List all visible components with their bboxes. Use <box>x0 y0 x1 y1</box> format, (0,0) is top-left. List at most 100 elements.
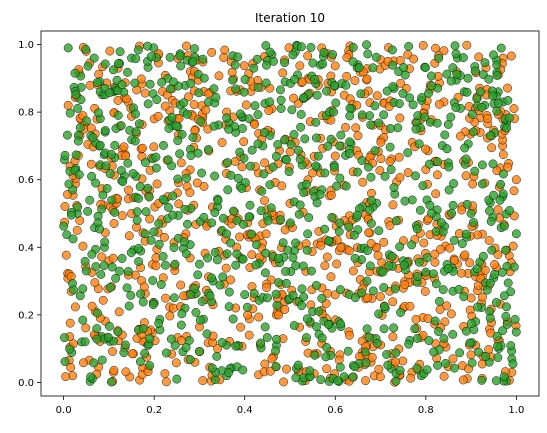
scatter-point <box>463 73 473 83</box>
scatter-point <box>100 59 110 69</box>
scatter-point <box>443 264 453 274</box>
scatter-point <box>370 146 380 156</box>
scatter-point <box>179 237 189 247</box>
scatter-point <box>151 152 161 162</box>
scatter-point <box>311 161 321 171</box>
scatter-point <box>260 359 270 369</box>
scatter-point <box>417 93 427 102</box>
scatter-point <box>151 163 161 173</box>
scatter-point <box>304 213 314 223</box>
scatter-point <box>380 171 390 181</box>
scatter-point <box>126 248 136 258</box>
scatter-point <box>295 61 305 71</box>
x-axis: 0.0 0.2 0.4 0.6 0.8 1.0 <box>56 396 524 416</box>
x-tick-label: 0.0 <box>56 405 72 416</box>
scatter-point <box>181 343 191 352</box>
scatter-point <box>108 253 118 263</box>
scatter-point <box>251 260 261 270</box>
scatter-point <box>86 372 96 382</box>
scatter-point <box>460 250 470 260</box>
scatter-point <box>89 358 99 368</box>
scatter-point <box>358 177 368 187</box>
scatter-point <box>461 154 471 164</box>
scatter-point <box>331 98 341 108</box>
scatter-point <box>342 71 352 81</box>
scatter-point <box>231 341 241 351</box>
y-axis: 0.0 0.2 0.4 0.6 0.8 1.0 <box>18 40 41 389</box>
scatter-point <box>104 321 114 331</box>
scatter-point <box>134 193 143 203</box>
scatter-point <box>335 173 345 183</box>
scatter-point <box>117 254 127 263</box>
scatter-point <box>86 123 96 133</box>
scatter-point <box>477 179 487 189</box>
scatter-point <box>149 227 159 237</box>
scatter-point <box>161 377 171 387</box>
scatter-point <box>263 293 272 303</box>
scatter-point <box>322 252 332 262</box>
scatter-point <box>203 253 213 263</box>
scatter-point <box>205 291 215 301</box>
scatter-point <box>276 95 286 105</box>
scatter-point <box>424 88 433 98</box>
scatter-point <box>313 151 323 161</box>
scatter-point <box>222 113 232 123</box>
scatter-point <box>78 315 88 325</box>
scatter-point <box>468 127 478 137</box>
scatter-point <box>281 278 291 288</box>
scatter-point <box>449 235 459 245</box>
scatter-point <box>107 195 117 205</box>
scatter-point <box>475 87 485 97</box>
scatter-point <box>237 162 247 172</box>
scatter-point <box>180 204 190 214</box>
scatter-point <box>353 167 362 177</box>
scatter-point <box>253 139 263 149</box>
scatter-point <box>297 284 307 294</box>
scatter-point <box>495 195 505 205</box>
scatter-point <box>210 247 220 257</box>
scatter-point <box>193 270 203 280</box>
scatter-point <box>247 250 257 260</box>
scatter-point <box>327 212 337 222</box>
scatter-point <box>280 58 290 68</box>
scatter-point <box>237 184 247 193</box>
scatter-point <box>312 198 322 208</box>
scatter-point <box>132 215 142 225</box>
scatter-point <box>364 162 373 172</box>
scatter-point <box>302 314 312 324</box>
scatter-point <box>418 40 428 50</box>
scatter-point <box>121 367 131 377</box>
scatter-point <box>470 66 480 76</box>
scatter-point <box>469 218 478 227</box>
scatter-point <box>260 268 270 278</box>
scatter-point <box>193 148 203 158</box>
scatter-point <box>388 297 398 307</box>
scatter-point <box>140 88 150 98</box>
scatter-point <box>462 40 472 50</box>
scatter-point <box>477 375 487 385</box>
scatter-point <box>170 259 180 269</box>
scatter-point <box>395 173 405 182</box>
scatter-point <box>388 332 398 342</box>
scatter-point <box>412 272 422 281</box>
scatter-point <box>231 84 241 94</box>
scatter-point <box>379 237 389 247</box>
x-tick-label: 1.0 <box>508 405 524 416</box>
scatter-point <box>474 52 484 62</box>
scatter-point <box>412 363 422 373</box>
y-tick-label: 0.6 <box>18 175 34 186</box>
x-tick-label: 0.6 <box>327 405 343 416</box>
scatter-point <box>105 46 115 56</box>
scatter-point <box>152 179 162 189</box>
scatter-point <box>265 97 275 107</box>
scatter-point <box>399 260 409 270</box>
scatter-point <box>197 168 207 178</box>
scatter-point <box>395 113 405 123</box>
scatter-point <box>173 136 183 146</box>
scatter-point <box>487 143 497 153</box>
scatter-point <box>448 354 458 364</box>
scatter-point <box>458 375 468 385</box>
scatter-point <box>394 99 404 109</box>
scatter-point <box>203 145 213 154</box>
scatter-point <box>124 185 133 195</box>
